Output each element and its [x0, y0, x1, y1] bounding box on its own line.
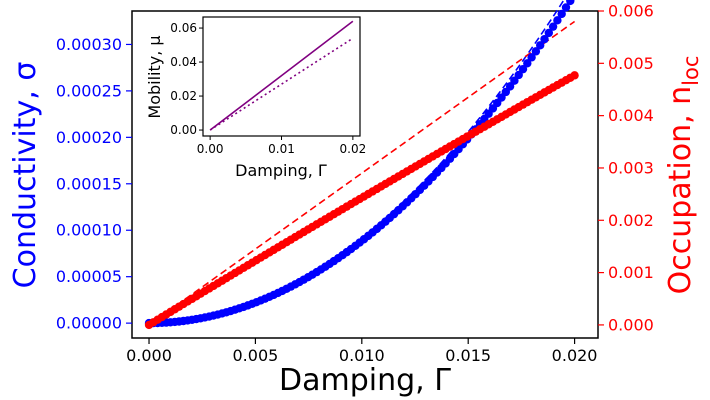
left-axis-ticks: 0.00000 0.00005 0.00010 0.00015 0.00020 0.000… [56, 35, 132, 333]
conductivity-point [523, 59, 532, 68]
inset-ticks: 0.00 0.01 0.02 0.00 0.02 0.04 0.06 [170, 21, 366, 156]
occupation-asymptote-line [148, 20, 576, 326]
conductivity-point [514, 70, 523, 80]
left-tick-label: 0.00020 [56, 128, 122, 147]
inset-x-axis-title: Damping, Γ [235, 161, 327, 180]
inset-x-tick-label: 0.01 [268, 142, 295, 156]
conductivity-point [544, 28, 554, 38]
conductivity-point [536, 41, 545, 50]
inset-x-tick-label: 0.00 [197, 142, 224, 156]
conductivity-point [510, 76, 519, 85]
x-tick-label: 0.000 [126, 346, 172, 365]
conductivity-point [531, 47, 541, 56]
x-tick-label: 0.015 [445, 346, 491, 365]
conductivity-point [540, 34, 549, 44]
right-axis-title: Occupation, nloc [663, 56, 703, 295]
left-tick-label: 0.00015 [56, 174, 122, 193]
occupation-point [570, 71, 579, 80]
x-tick-label: 0.005 [233, 346, 279, 365]
left-tick-label: 0.00025 [56, 81, 122, 100]
right-tick-label: 0.004 [608, 106, 654, 125]
left-tick-label: 0.00010 [56, 221, 122, 240]
right-tick-label: 0.006 [608, 2, 654, 21]
left-axis-title: Conductivity, σ [8, 62, 43, 289]
left-tick-label: 0.00005 [56, 267, 122, 286]
inset-plot: 0.00 0.01 0.020.000.020.040.06 Damping, Γ … [145, 16, 366, 180]
right-axis-title-main: Occupation, n [663, 86, 698, 295]
conductivity-point [518, 64, 528, 74]
conductivity-point [527, 53, 536, 62]
conductivity-point [557, 9, 566, 19]
inset-lines [209, 20, 354, 131]
inset-y-axis-title: Mobility, μ [145, 35, 164, 118]
left-tick-label: 0.00030 [56, 35, 122, 54]
conductivity-point [553, 16, 562, 25]
right-tick-label: 0.002 [608, 211, 654, 230]
conductivity-point [566, 0, 575, 6]
conductivity-point [548, 22, 558, 31]
x-tick-label: 0.020 [552, 346, 598, 365]
right-tick-label: 0.003 [608, 158, 654, 177]
left-tick-label: 0.00000 [56, 314, 122, 333]
right-axis-title-subscript: loc [679, 56, 703, 86]
x-axis-title: Damping, Γ [279, 363, 451, 398]
x-axis-ticks: 0.000 0.005 0.010 0.015 0.020 [126, 338, 597, 365]
conductivity-point [561, 3, 571, 12]
inset-y-tick-label: 0.06 [170, 21, 197, 35]
right-tick-label: 0.001 [608, 263, 654, 282]
inset-y-tick-label: 0.04 [170, 55, 197, 69]
inset-y-tick-label: 0.00 [170, 123, 197, 137]
right-tick-label: 0.000 [608, 315, 654, 334]
inset-y-tick-label: 0.02 [170, 89, 197, 103]
main-plot-frame [131, 10, 599, 339]
x-tick-label: 0.010 [339, 346, 385, 365]
inset-mobility-line [209, 20, 354, 131]
inset-x-tick-label: 0.02 [340, 142, 367, 156]
occupation-series [144, 71, 579, 330]
right-axis-ticks: 0.000 0.001 0.002 0.003 0.004 0.005 0.006 [598, 2, 654, 334]
inset-mobility-approx-line [209, 37, 354, 131]
right-tick-label: 0.005 [608, 54, 654, 73]
